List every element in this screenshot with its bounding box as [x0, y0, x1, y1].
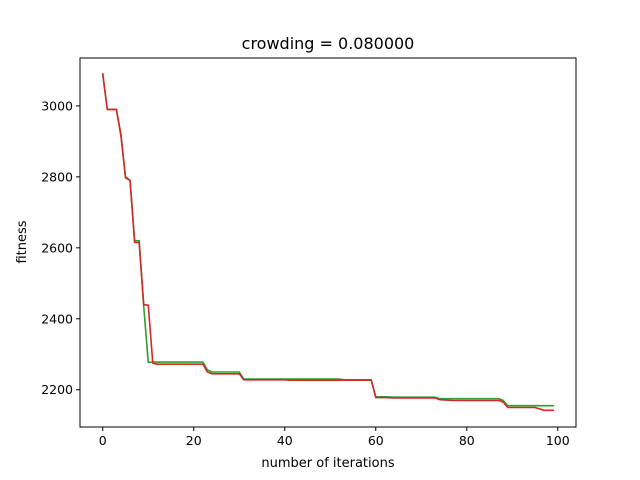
y-tick-label: 2200: [41, 382, 73, 397]
x-tick-label: 0: [99, 433, 107, 448]
x-tick-label: 20: [186, 433, 202, 448]
x-axis-ticks: 0 20 40 60 80 100: [99, 427, 570, 448]
y-tick-label: 2800: [41, 169, 73, 184]
chart-title: crowding = 0.080000: [242, 34, 415, 53]
series-line-1: [101, 73, 555, 407]
plot-frame: [79, 57, 577, 428]
y-tick-label: 2600: [41, 240, 73, 255]
y-tick-label: 2400: [41, 311, 73, 326]
y-axis-label: fitness: [15, 220, 30, 263]
x-tick-label: 40: [277, 433, 293, 448]
x-tick-label: 80: [459, 433, 475, 448]
x-tick-label: 100: [546, 433, 570, 448]
x-axis-label: number of iterations: [261, 456, 394, 471]
series-line-2: [101, 73, 555, 412]
x-tick-label: 60: [368, 433, 384, 448]
y-tick-label: 3000: [41, 98, 73, 113]
y-axis-ticks: 2200 2400 2600 2800 3000: [41, 98, 80, 397]
plot-lines: [101, 73, 555, 412]
